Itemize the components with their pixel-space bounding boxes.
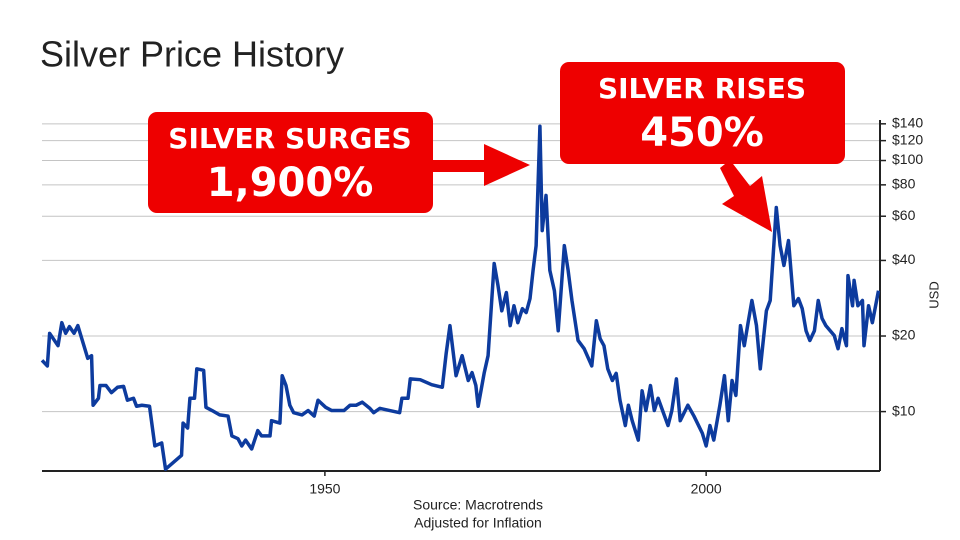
y-tick-label: $100 [892, 151, 923, 167]
chart-title: Silver Price History [40, 34, 344, 75]
y-tick-label: $140 [892, 115, 923, 131]
annotation-box [560, 62, 845, 164]
annotation-text: 1,900% [207, 160, 374, 206]
annotation-rise: SILVER RISES 450% [560, 62, 845, 232]
x-tick-label: 1950 [309, 481, 340, 497]
annotation-text: 450% [640, 110, 764, 156]
y-tick-label: $60 [892, 207, 916, 223]
price-line [40, 124, 881, 471]
y-tick-label: $80 [892, 176, 916, 192]
annotation-text: SILVER SURGES [168, 122, 411, 155]
source-text: Source: Macrotrends [413, 497, 543, 513]
y-tick-label: $20 [892, 327, 916, 343]
annotation-box [148, 112, 433, 213]
y-axis-label: USD [926, 281, 941, 308]
source-text: Adjusted for Inflation [414, 515, 542, 531]
x-tick-label: 2000 [691, 481, 722, 497]
y-tick-label: $40 [892, 251, 916, 267]
y-tick-label: $10 [892, 402, 916, 418]
annotation-arrow [433, 144, 530, 186]
annotation-text: SILVER RISES [598, 72, 806, 105]
annotation-surge: SILVER SURGES 1,900% [148, 112, 530, 213]
y-tick-label: $120 [892, 131, 923, 147]
annotation-arrow [720, 160, 772, 232]
